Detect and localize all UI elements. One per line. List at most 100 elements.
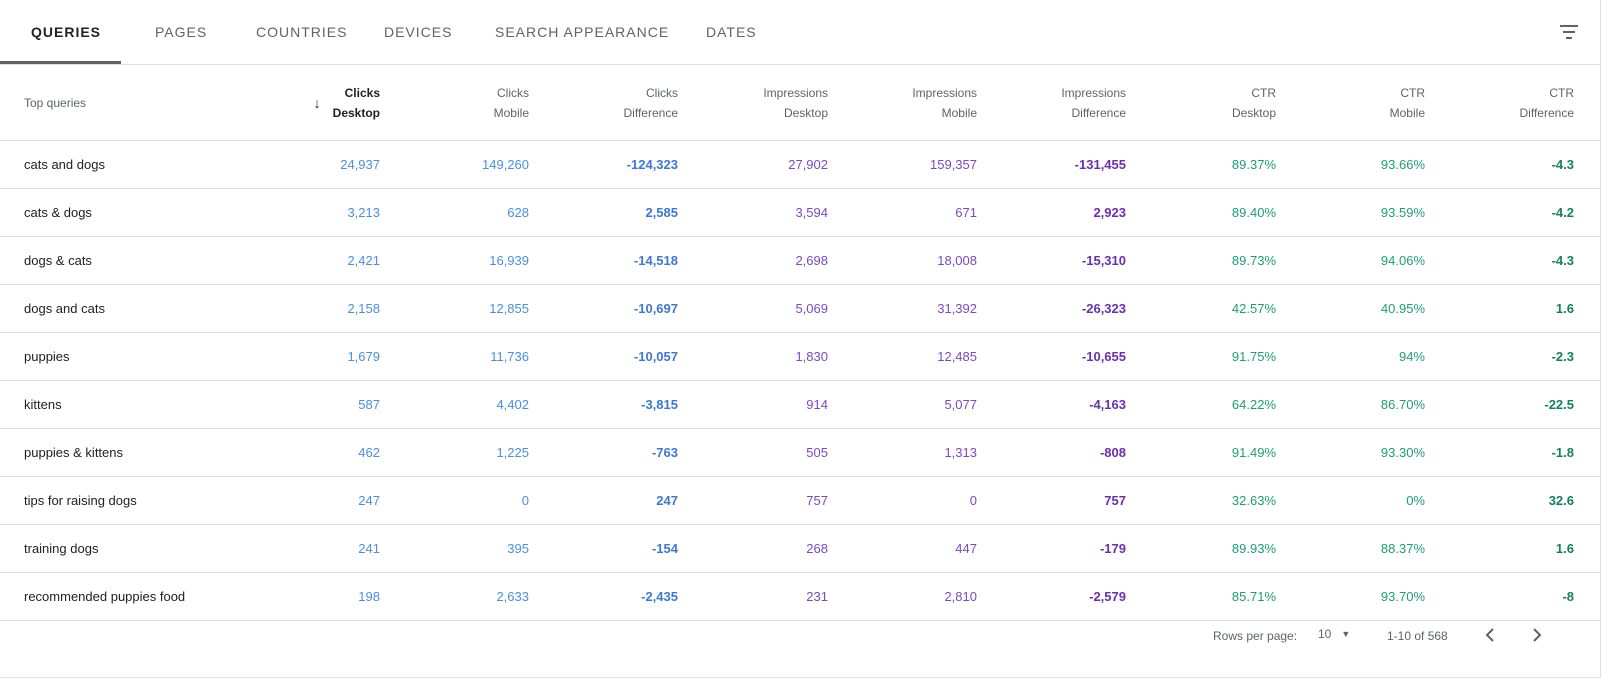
header-line-metric: Clicks xyxy=(646,85,678,100)
header-line-metric: CTR xyxy=(1549,85,1574,100)
value-cell: 3,594 xyxy=(795,205,828,220)
value-cell: -8 xyxy=(1562,589,1574,604)
column-header-impressions-desktop[interactable]: Impressions Desktop xyxy=(688,65,828,140)
query-cell[interactable]: cats & dogs xyxy=(24,205,92,220)
value-cell: -10,697 xyxy=(633,301,678,316)
value-cell: -4.3 xyxy=(1551,157,1574,172)
value-cell: 757 xyxy=(806,493,828,508)
column-header-ctr-mobile[interactable]: CTR Mobile xyxy=(1285,65,1425,140)
prev-page-button[interactable] xyxy=(1478,623,1502,647)
value-cell: 31,392 xyxy=(937,301,977,316)
header-line-metric: CTR xyxy=(1400,85,1425,100)
value-cell: 89.37% xyxy=(1231,157,1276,172)
tab-search-appearance[interactable]: SEARCH APPEARANCE xyxy=(495,24,670,40)
column-header-impressions-difference[interactable]: Impressions Difference xyxy=(986,65,1126,140)
header-line-metric: Impressions xyxy=(1061,85,1126,100)
table-row[interactable]: puppies 1,679 11,736 -10,057 1,830 12,485 -10,… xyxy=(0,333,1600,381)
value-cell: -124,323 xyxy=(626,157,678,172)
query-cell[interactable]: tips for raising dogs xyxy=(24,493,137,508)
value-cell: -1.8 xyxy=(1551,445,1574,460)
dropdown-caret-icon: ▼ xyxy=(1341,629,1351,639)
value-cell: 247 xyxy=(656,493,678,508)
value-cell: 1,225 xyxy=(496,445,529,460)
value-cell: 93.70% xyxy=(1380,589,1425,604)
value-cell: 27,902 xyxy=(788,157,828,172)
query-cell[interactable]: dogs & cats xyxy=(24,253,92,268)
header-line-metric: Clicks xyxy=(497,85,529,100)
value-cell: 40.95% xyxy=(1380,301,1425,316)
tab-devices[interactable]: DEVICES xyxy=(384,24,453,40)
header-line-device: Difference xyxy=(1519,105,1574,120)
column-header-clicks-desktop[interactable]: ↓ Clicks Desktop xyxy=(240,65,380,140)
table-row[interactable]: kittens 587 4,402 -3,815 914 5,077 -4,163 64.22… xyxy=(0,381,1600,429)
query-cell[interactable]: recommended puppies food xyxy=(24,589,186,604)
tab-pages[interactable]: PAGES xyxy=(155,24,208,40)
table-row[interactable]: training dogs 241 395 -154 268 447 -179 89.93% 8… xyxy=(0,525,1600,573)
value-cell: 1,313 xyxy=(944,445,977,460)
table-row[interactable]: dogs and cats 2,158 12,855 -10,697 5,069 31,3… xyxy=(0,285,1600,333)
header-line-metric: Impressions xyxy=(912,85,977,100)
value-cell: 914 xyxy=(806,397,828,412)
value-cell: 5,069 xyxy=(795,301,828,316)
query-cell[interactable]: cats and dogs xyxy=(24,157,105,172)
header-line-device: Mobile xyxy=(941,105,977,120)
table-row[interactable]: recommended puppies food 198 2,633 -2,435 23… xyxy=(0,573,1600,621)
value-cell: 42.57% xyxy=(1231,301,1276,316)
value-cell: 32.6 xyxy=(1548,493,1574,508)
table-row[interactable]: tips for raising dogs 247 0 247 757 0 757 32.63… xyxy=(0,477,1600,525)
value-cell: -2.3 xyxy=(1551,349,1574,364)
value-cell: -15,310 xyxy=(1081,253,1126,268)
header-line-device: Desktop xyxy=(332,105,380,120)
filter-button[interactable] xyxy=(1555,18,1583,46)
value-cell: 2,158 xyxy=(347,301,380,316)
value-cell: 4,402 xyxy=(496,397,529,412)
value-cell: 86.70% xyxy=(1380,397,1425,412)
tab-countries[interactable]: COUNTRIES xyxy=(256,24,348,40)
query-cell[interactable]: puppies & kittens xyxy=(24,445,124,460)
value-cell: -22.5 xyxy=(1544,397,1574,412)
rows-per-page-label: Rows per page: xyxy=(1213,629,1298,643)
column-header-top-queries[interactable]: Top queries xyxy=(24,95,87,110)
value-cell: -26,323 xyxy=(1081,301,1126,316)
table-row[interactable]: puppies & kittens 462 1,225 -763 505 1,313 -80… xyxy=(0,429,1600,477)
table-row[interactable]: cats and dogs 24,937 149,260 -124,323 27,902… xyxy=(0,141,1600,189)
value-cell: -154 xyxy=(651,541,678,556)
value-cell: 16,939 xyxy=(489,253,529,268)
header-line-device: Difference xyxy=(623,105,678,120)
value-cell: 247 xyxy=(358,493,380,508)
data-table: Top queries ↓ Clicks Desktop Clicks Mobile Cl… xyxy=(0,65,1600,621)
query-cell[interactable]: training dogs xyxy=(24,541,99,556)
value-cell: -4,163 xyxy=(1089,397,1126,412)
tab-queries[interactable]: QUERIES xyxy=(31,24,102,40)
column-header-clicks-difference[interactable]: Clicks Difference xyxy=(538,65,678,140)
rows-per-page-value: 10 xyxy=(1318,627,1332,641)
query-cell[interactable]: dogs and cats xyxy=(24,301,105,316)
table-row[interactable]: dogs & cats 2,421 16,939 -14,518 2,698 18,008… xyxy=(0,237,1600,285)
column-header-label: Impressions Mobile xyxy=(912,83,977,123)
value-cell: 93.59% xyxy=(1380,205,1425,220)
tab-bar: QUERIES PAGES COUNTRIES DEVICES SEARCH A… xyxy=(0,0,1600,65)
value-cell: -10,655 xyxy=(1081,349,1126,364)
value-cell: -3,815 xyxy=(641,397,678,412)
value-cell: 89.40% xyxy=(1231,205,1276,220)
value-cell: 0 xyxy=(969,493,977,508)
query-cell[interactable]: puppies xyxy=(24,349,70,364)
query-cell[interactable]: kittens xyxy=(24,397,62,412)
value-cell: 198 xyxy=(358,589,380,604)
column-header-ctr-difference[interactable]: CTR Difference xyxy=(1434,65,1574,140)
value-cell: 5,077 xyxy=(944,397,977,412)
active-tab-indicator xyxy=(0,61,121,64)
tab-dates[interactable]: DATES xyxy=(706,24,757,40)
rows-per-page-select[interactable]: 10 ▼ xyxy=(1318,627,1350,641)
header-line-metric: CTR xyxy=(1251,85,1276,100)
column-header-impressions-mobile[interactable]: Impressions Mobile xyxy=(837,65,977,140)
value-cell: -179 xyxy=(1099,541,1126,556)
sort-descending-icon: ↓ xyxy=(313,94,321,111)
column-header-ctr-desktop[interactable]: CTR Desktop xyxy=(1136,65,1276,140)
next-page-button[interactable] xyxy=(1525,623,1549,647)
value-cell: -2,579 xyxy=(1089,589,1126,604)
column-header-clicks-mobile[interactable]: Clicks Mobile xyxy=(389,65,529,140)
table-row[interactable]: cats & dogs 3,213 628 2,585 3,594 671 2,923 89.… xyxy=(0,189,1600,237)
column-header-label: Impressions Desktop xyxy=(763,83,828,123)
